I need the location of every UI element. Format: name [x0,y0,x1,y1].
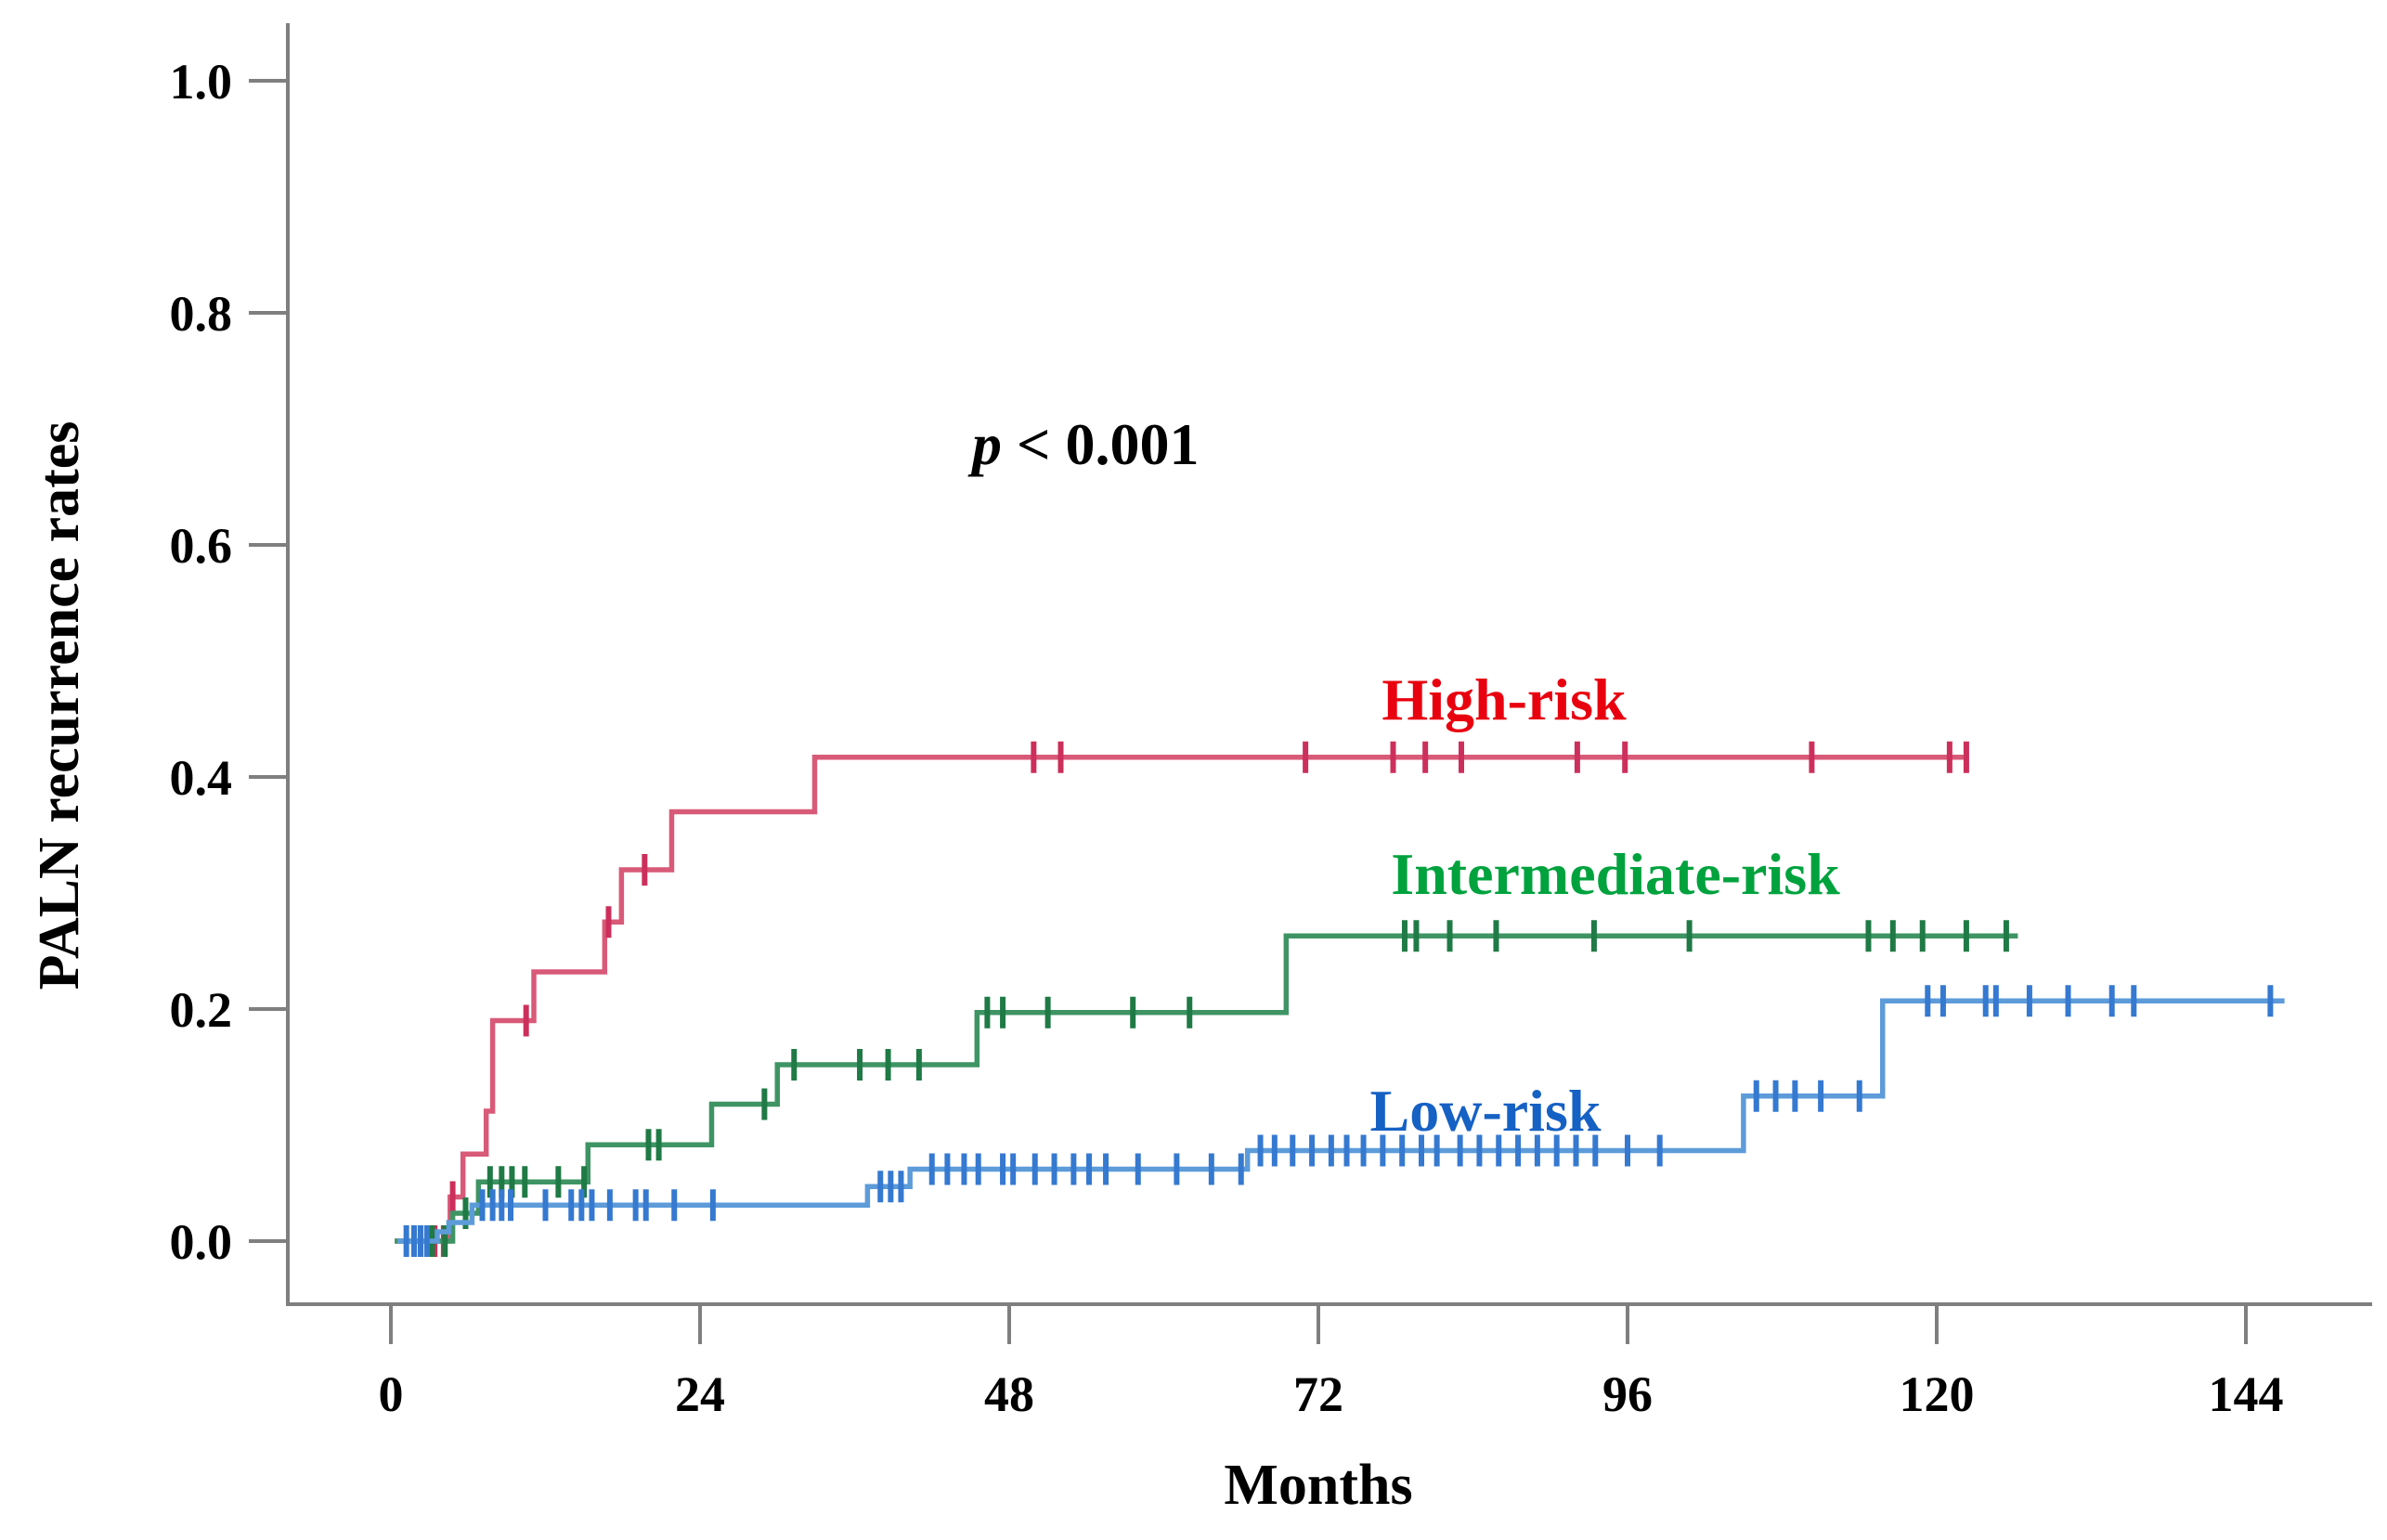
p-value-symbol: p [967,411,1002,477]
series-label-low-risk: Low-risk [1370,1078,1602,1144]
x-axis-tick-labels: 0 24 48 72 96 120 144 [379,1304,2284,1422]
series-low-risk [396,985,2285,1257]
survival-step-curve [396,998,2285,1244]
series-label-intermediate-risk: Intermediate-risk [1391,841,1840,907]
p-value-annotation: p < 0.001 [967,411,1199,477]
x-tick-label: 72 [1293,1366,1343,1422]
y-axis-tick-labels: 0.0 0.2 0.4 0.6 0.8 1.0 [170,54,288,1270]
y-tick-label: 0.4 [170,750,233,806]
x-tick-label: 48 [984,1366,1034,1422]
x-tick-label: 0 [379,1366,404,1422]
series-high-risk [395,741,1969,1257]
p-value-rest: < 0.001 [1002,411,1199,477]
y-tick-label: 1.0 [170,54,233,110]
x-tick-label: 144 [2209,1366,2284,1422]
survival-step-curve [395,755,1969,1244]
y-axis-title: PALN recurrence rates [28,421,91,990]
y-tick-label: 0.0 [170,1214,233,1270]
y-tick-label: 0.2 [170,982,233,1038]
x-axis-title: Months [1224,1454,1412,1517]
x-tick-label: 120 [1900,1366,1975,1422]
x-tick-label: 24 [675,1366,725,1422]
y-tick-label: 0.8 [170,286,233,342]
axes [286,23,2372,1306]
x-tick-label: 96 [1602,1366,1653,1422]
series-curves [395,741,2285,1257]
y-tick-label: 0.6 [170,518,233,574]
series-label-high-risk: High-risk [1382,666,1627,732]
